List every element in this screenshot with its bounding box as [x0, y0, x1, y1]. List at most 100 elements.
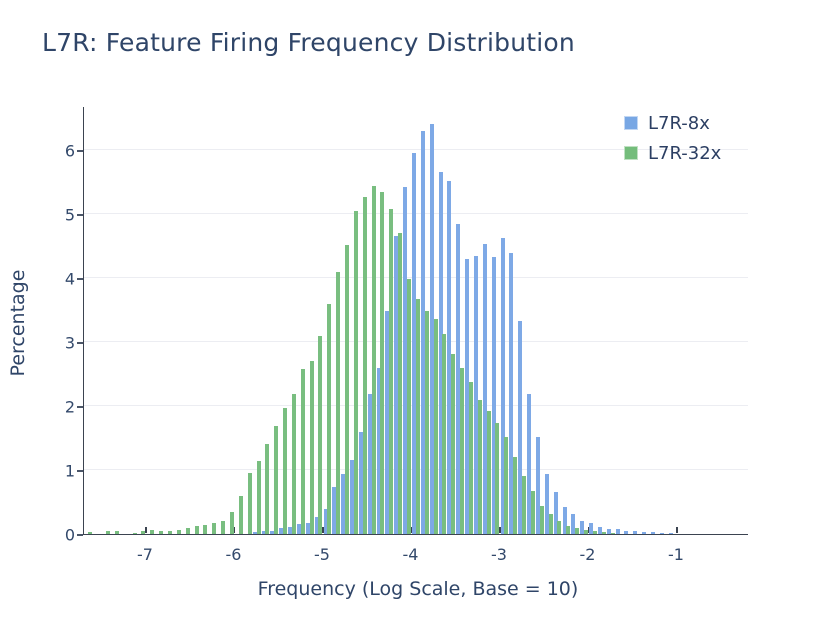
bar-l7r-8x	[651, 532, 656, 534]
legend: L7R-8x L7R-32x	[624, 112, 722, 174]
bar-l7r-32x	[141, 531, 146, 534]
x-tick-mark	[233, 527, 235, 533]
x-tick-label: -1	[668, 545, 684, 564]
bar-l7r-8x	[553, 491, 558, 534]
bar-l7r-8x	[270, 530, 275, 534]
bar-l7r-8x	[394, 235, 399, 534]
bar-l7r-32x	[221, 520, 226, 534]
bar-l7r-8x	[562, 507, 567, 534]
bar-l7r-8x	[332, 487, 337, 534]
bar-l7r-8x	[527, 393, 532, 534]
bar-l7r-32x	[283, 407, 288, 534]
bar-l7r-32x	[300, 368, 305, 534]
y-tick-mark	[77, 470, 83, 472]
bar-l7r-8x	[668, 533, 673, 534]
bar-l7r-8x	[403, 187, 408, 534]
bar-l7r-8x	[367, 393, 372, 534]
x-tick-label: -4	[402, 545, 419, 564]
bar-l7r-8x	[279, 528, 284, 534]
bar-l7r-8x	[438, 172, 443, 534]
bar-l7r-8x	[350, 460, 355, 534]
bar-l7r-8x	[518, 320, 523, 534]
y-tick-label: 3	[64, 333, 75, 353]
legend-swatch-icon	[624, 146, 638, 160]
bar-l7r-32x	[601, 532, 606, 534]
bar-l7r-32x	[460, 367, 465, 534]
x-tick-mark	[676, 527, 678, 533]
bar-l7r-32x	[380, 191, 385, 534]
bar-l7r-32x	[442, 333, 447, 534]
bar-l7r-32x	[557, 520, 562, 534]
bar-l7r-8x	[642, 532, 647, 534]
chart-title: L7R: Feature Firing Frequency Distributi…	[42, 28, 575, 57]
gridline	[84, 149, 748, 150]
bar-l7r-32x	[530, 490, 535, 534]
bar-l7r-8x	[482, 244, 487, 534]
bar-l7r-8x	[535, 437, 540, 534]
bar-l7r-8x	[491, 256, 496, 534]
bar-l7r-8x	[465, 259, 470, 534]
bar-l7r-32x	[336, 271, 341, 534]
bar-l7r-8x	[500, 237, 505, 534]
y-tick-mark	[77, 342, 83, 344]
bar-l7r-32x	[185, 527, 190, 534]
legend-label: L7R-32x	[648, 142, 722, 164]
bar-l7r-32x	[106, 530, 111, 534]
x-tick-mark	[587, 527, 589, 533]
bar-l7r-8x	[252, 532, 257, 534]
bar-l7r-8x	[474, 255, 479, 534]
y-tick-mark	[77, 278, 83, 280]
x-tick-label: -5	[314, 545, 330, 564]
bar-l7r-32x	[168, 530, 173, 534]
legend-label: L7R-8x	[648, 112, 710, 134]
bar-l7r-32x	[522, 475, 527, 534]
y-tick-label: 5	[64, 205, 75, 225]
bar-l7r-32x	[610, 532, 615, 534]
legend-item: L7R-8x	[624, 112, 721, 134]
bar-l7r-8x	[624, 530, 629, 534]
bar-l7r-8x	[597, 527, 602, 534]
bar-l7r-32x	[539, 505, 544, 534]
bar-l7r-8x	[296, 524, 301, 534]
bar-l7r-8x	[589, 522, 594, 534]
bar-l7r-8x	[412, 152, 417, 534]
x-tick-label: -7	[137, 545, 153, 564]
bar-l7r-32x	[176, 529, 181, 534]
bar-l7r-32x	[238, 495, 243, 534]
y-tick-label: 6	[64, 141, 75, 161]
bar-l7r-32x	[424, 310, 429, 534]
bar-l7r-8x	[261, 531, 266, 534]
bar-l7r-8x	[615, 528, 620, 534]
bar-l7r-8x	[314, 516, 319, 534]
bar-l7r-32x	[247, 473, 252, 534]
bar-l7r-32x	[548, 514, 553, 534]
bar-l7r-8x	[456, 224, 461, 534]
bar-l7r-32x	[203, 525, 208, 534]
bar-l7r-32x	[309, 360, 314, 534]
plot-area	[83, 107, 748, 535]
bar-l7r-8x	[633, 531, 638, 534]
bar-l7r-8x	[358, 432, 363, 534]
x-tick-mark	[410, 527, 412, 533]
bar-l7r-32x	[495, 422, 500, 534]
bar-l7r-32x	[88, 532, 93, 534]
bar-l7r-32x	[415, 299, 420, 534]
x-tick-label: -2	[579, 545, 596, 564]
x-tick-label: -6	[225, 545, 242, 564]
y-tick-mark	[77, 150, 83, 152]
bar-l7r-8x	[288, 527, 293, 534]
y-tick-mark	[77, 214, 83, 216]
bar-l7r-32x	[592, 531, 597, 534]
bar-l7r-8x	[580, 521, 585, 534]
bar-l7r-32x	[398, 233, 403, 534]
bar-l7r-8x	[341, 473, 346, 534]
bar-l7r-32x	[159, 530, 164, 534]
bar-l7r-32x	[327, 303, 332, 534]
bar-l7r-8x	[571, 514, 576, 534]
bar-l7r-32x	[274, 425, 279, 534]
bar-l7r-32x	[575, 527, 580, 534]
bar-l7r-32x	[513, 457, 518, 534]
bar-l7r-8x	[447, 180, 452, 534]
bar-l7r-8x	[509, 253, 514, 534]
